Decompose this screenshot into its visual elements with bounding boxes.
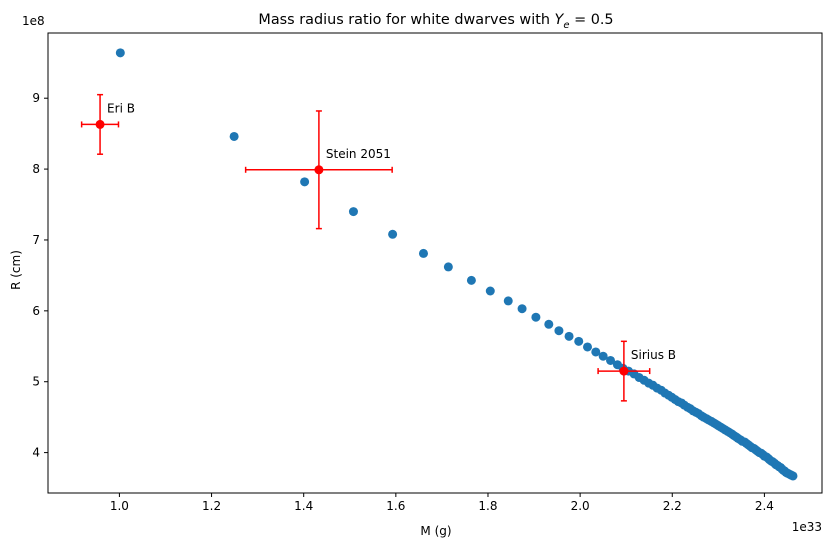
y-tick-label: 8: [32, 162, 40, 176]
series-point: [388, 229, 398, 239]
y-tick-label: 9: [32, 91, 40, 105]
annotation-label: Eri B: [107, 101, 135, 115]
series-point: [564, 331, 574, 341]
x-tick-label: 2.0: [571, 499, 590, 513]
series-point: [443, 262, 453, 272]
series-point: [115, 48, 125, 58]
x-tick-label: 1.2: [202, 499, 221, 513]
series-point: [591, 347, 601, 357]
x-tick-label: 2.2: [663, 499, 682, 513]
y-axis-label: R (cm): [9, 250, 23, 290]
x-tick-label: 1.0: [110, 499, 129, 513]
series-point: [531, 312, 541, 322]
series-point: [300, 177, 310, 187]
series-point: [583, 342, 592, 352]
observed-point: [95, 119, 105, 129]
x-tick-label: 1.4: [294, 499, 313, 513]
series-point: [606, 355, 616, 365]
annotation-label: Sirius B: [631, 348, 676, 362]
x-tick-label: 2.4: [755, 499, 774, 513]
series-point: [554, 326, 564, 336]
axes-layer: 1.0 1.2 1.4 1.6 1.8 2.0 2.2 2.4 4 5 6 7 8 9: [32, 32, 823, 513]
series-point: [788, 471, 798, 481]
series-point: [466, 275, 476, 285]
series-point: [503, 296, 513, 306]
plot-background: [48, 33, 822, 493]
series-point: [348, 207, 358, 217]
y-offset-text: 1e8: [22, 14, 45, 28]
series-point: [574, 336, 584, 346]
series-point: [229, 131, 239, 141]
x-tick-label: 1.8: [478, 499, 497, 513]
series-point: [544, 319, 554, 329]
x-axis-label: M (g): [420, 524, 451, 538]
axes-frame: [47, 32, 823, 494]
data-layer: Eri B Stein 2051 Sirius B: [80, 48, 798, 481]
y-tick-label: 6: [32, 304, 40, 318]
series-point: [485, 286, 495, 296]
x-tick-label: 1.6: [386, 499, 405, 513]
observed-point: [619, 366, 629, 376]
y-tick-label: 5: [32, 375, 40, 389]
series-point: [418, 248, 428, 258]
y-tick-label: 7: [32, 233, 40, 247]
plot-area: [48, 33, 822, 493]
y-tick-label: 4: [32, 446, 40, 460]
annotation-label: Stein 2051: [326, 147, 391, 161]
series-point: [517, 304, 527, 314]
observed-point: [314, 165, 324, 175]
series-point: [598, 351, 608, 361]
chart-title: Mass radius ratio for white dwarves with…: [258, 12, 613, 31]
x-offset-text: 1e33: [792, 520, 822, 534]
